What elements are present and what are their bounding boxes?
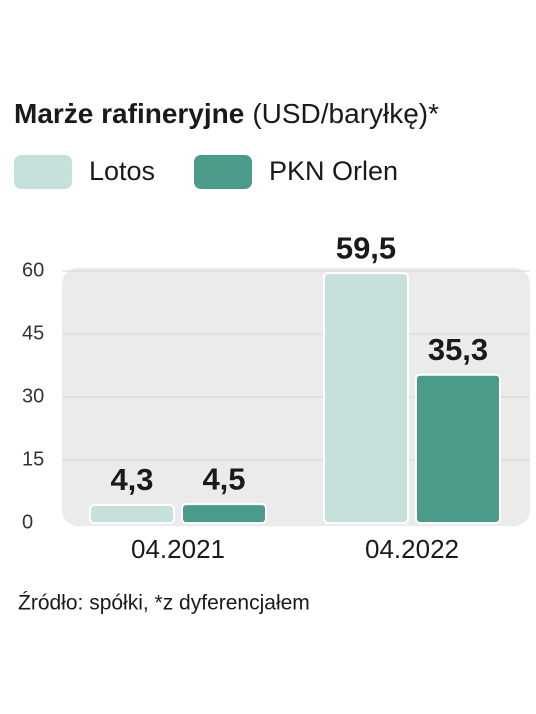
value-label: 59,5 (336, 230, 396, 265)
chart-title: Marże rafineryjne (USD/baryłkę)* (14, 98, 439, 129)
bar (181, 503, 267, 525)
bar (415, 373, 501, 524)
value-label: 35,3 (428, 332, 488, 367)
legend-swatch (14, 155, 72, 189)
x-tick-label: 04.2021 (131, 534, 225, 564)
legend-label: Lotos (89, 156, 155, 186)
subtitle: (USD/baryłkę)* (252, 98, 439, 129)
y-tick-label: 60 (22, 259, 44, 281)
value-label: 4,5 (202, 461, 245, 496)
value-label: 4,3 (110, 462, 153, 497)
bar (89, 503, 175, 525)
y-tick-label: 45 (22, 322, 44, 344)
bar (323, 272, 409, 524)
y-tick-label: 0 (22, 511, 33, 533)
title: Marże rafineryjne (14, 98, 244, 129)
y-tick-label: 15 (22, 448, 44, 470)
legend-label: PKN Orlen (269, 156, 398, 186)
legend-swatch (194, 155, 252, 189)
y-tick-label: 30 (22, 385, 44, 407)
x-tick-label: 04.2022 (365, 534, 459, 564)
source: Źródło: spółki, *z dyferencjałem (18, 592, 310, 615)
